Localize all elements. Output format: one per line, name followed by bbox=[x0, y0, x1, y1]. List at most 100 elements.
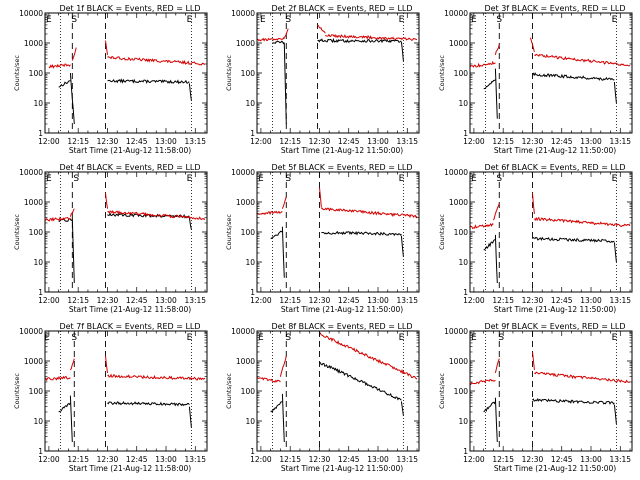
x-tick-label: 12:15 bbox=[279, 296, 301, 305]
events-series-segment-2 bbox=[283, 42, 287, 125]
x-axis-label: Start Time (21-Aug-12 11:58:00) bbox=[69, 305, 191, 314]
plot-frame bbox=[469, 330, 633, 452]
phase-marker-1: E bbox=[258, 333, 264, 343]
x-tick-label: 12:45 bbox=[551, 137, 573, 146]
y-tick-label: 1 bbox=[463, 447, 468, 456]
lld-series-segment-5 bbox=[107, 373, 206, 381]
x-tick-label: 12:00 bbox=[38, 296, 60, 305]
events-series-segment-2 bbox=[69, 72, 75, 125]
x-tick-label: 12:30 bbox=[309, 455, 331, 464]
events-series-segment-3 bbox=[532, 397, 615, 405]
plot-frame bbox=[44, 330, 208, 452]
y-tick-label: 10 bbox=[33, 417, 43, 426]
y-tick-label: 10 bbox=[245, 417, 255, 426]
x-axis-label: Start Time (21-Aug-12 11:58:00) bbox=[69, 146, 191, 155]
phase-marker-2: S bbox=[285, 15, 291, 25]
y-tick-label: 1000 bbox=[449, 357, 468, 366]
y-tick-label: 10 bbox=[33, 99, 43, 108]
events-series-segment-1 bbox=[58, 402, 71, 413]
events-series-segment-2 bbox=[281, 226, 285, 278]
x-tick-label: 12:15 bbox=[492, 455, 514, 464]
events-series-segment-4 bbox=[400, 401, 404, 416]
plot-frame bbox=[256, 330, 420, 452]
events-series-segment-1 bbox=[58, 80, 71, 88]
y-tick-label: 10 bbox=[458, 258, 468, 267]
y-tick-label: 100 bbox=[29, 387, 44, 396]
phase-marker-3: E bbox=[187, 174, 193, 184]
lld-series-segment-2 bbox=[279, 355, 287, 377]
x-axis-label: Start Time (21-Aug-12 11:50:00) bbox=[281, 305, 403, 314]
x-tick-label: 12:30 bbox=[522, 137, 544, 146]
x-tick-label: 12:00 bbox=[38, 137, 60, 146]
x-tick-label: 12:30 bbox=[97, 296, 119, 305]
lld-series-segment-2 bbox=[283, 28, 289, 38]
phase-marker-1: E bbox=[471, 333, 477, 343]
x-tick-label: 13:15 bbox=[396, 137, 418, 146]
lld-series-segment-2 bbox=[494, 44, 500, 56]
x-tick-label: 13:15 bbox=[609, 137, 631, 146]
plot-frame bbox=[44, 12, 208, 134]
x-tick-label: 13:00 bbox=[580, 455, 602, 464]
chart-title: Det 5f BLACK = Events, RED = LLD bbox=[271, 163, 412, 172]
plot-frame bbox=[469, 171, 633, 293]
x-tick-label: 12:30 bbox=[309, 137, 331, 146]
chart-panel-7: 1 10 100 1000 10000 12:00 12:15 12:30 12:45 13:00… bbox=[13, 322, 208, 473]
x-tick-label: 12:00 bbox=[463, 296, 485, 305]
y-tick-label: 100 bbox=[241, 387, 256, 396]
lld-series-segment-5 bbox=[533, 216, 631, 228]
lld-series-segment-4 bbox=[317, 24, 326, 34]
plot-frame bbox=[469, 12, 633, 134]
y-tick-label: 1 bbox=[38, 447, 43, 456]
events-series-segment-2 bbox=[494, 68, 498, 119]
events-series-segment-2 bbox=[494, 234, 498, 284]
lld-series-segment-5 bbox=[534, 53, 631, 67]
y-tick-label: 10000 bbox=[19, 9, 43, 18]
events-series-segment-4 bbox=[613, 404, 617, 424]
events-series-segment-4 bbox=[613, 81, 617, 104]
lld-series-segment-4 bbox=[105, 40, 108, 55]
y-tick-label: 100 bbox=[241, 228, 256, 237]
y-tick-label: 10000 bbox=[231, 327, 255, 336]
lld-series-segment-1 bbox=[256, 377, 281, 384]
events-series-segment-4 bbox=[188, 217, 192, 230]
x-tick-label: 13:00 bbox=[367, 137, 389, 146]
events-series-segment-2 bbox=[494, 397, 498, 443]
chart-title: Det 9f BLACK = Events, RED = LLD bbox=[484, 322, 625, 331]
x-tick-label: 13:00 bbox=[367, 296, 389, 305]
y-tick-label: 10 bbox=[458, 99, 468, 108]
phase-marker-2: S bbox=[71, 333, 77, 343]
lld-series-segment-2 bbox=[69, 358, 75, 371]
lld-series-segment-5 bbox=[325, 33, 418, 41]
chart-title: Det 8f BLACK = Events, RED = LLD bbox=[271, 322, 412, 331]
y-axis-label: Counts/sec bbox=[438, 214, 446, 250]
events-series-segment-3 bbox=[107, 400, 190, 407]
lld-series-segment-2 bbox=[69, 208, 75, 217]
x-tick-label: 13:15 bbox=[609, 455, 631, 464]
chart-title: Det 2f BLACK = Events, RED = LLD bbox=[271, 4, 412, 13]
lld-series-segment-4 bbox=[530, 37, 535, 53]
x-tick-label: 12:15 bbox=[67, 455, 89, 464]
chart-title: Det 6f BLACK = Events, RED = LLD bbox=[484, 163, 625, 172]
y-tick-label: 1000 bbox=[449, 198, 468, 207]
y-tick-label: 10 bbox=[245, 99, 255, 108]
x-tick-label: 12:15 bbox=[492, 296, 514, 305]
x-tick-label: 12:00 bbox=[250, 455, 272, 464]
chart-title: Det 3f BLACK = Events, RED = LLD bbox=[484, 4, 625, 13]
x-tick-label: 13:15 bbox=[184, 455, 206, 464]
phase-marker-3: E bbox=[612, 174, 618, 184]
chart-panel-8: 1 10 100 1000 10000 12:00 12:15 12:30 12:45 13:00… bbox=[225, 322, 420, 473]
lld-series-segment-4 bbox=[319, 332, 418, 380]
y-tick-label: 10000 bbox=[231, 9, 255, 18]
phase-marker-3: E bbox=[399, 15, 405, 25]
plot-frame bbox=[44, 171, 208, 293]
events-series-segment-3 bbox=[107, 78, 190, 85]
phase-marker-3: E bbox=[187, 15, 193, 25]
lld-series-segment-1 bbox=[469, 378, 496, 386]
events-series-segment-2 bbox=[69, 395, 73, 443]
x-axis-label: Start Time (21-Aug-12 11:50:00) bbox=[281, 464, 403, 473]
chart-panel-5: 1 10 100 1000 10000 12:00 12:15 12:30 12:45 13:00… bbox=[225, 163, 420, 314]
lld-series-segment-5 bbox=[321, 207, 418, 219]
lld-series-segment-5 bbox=[107, 209, 206, 221]
x-tick-label: 12:15 bbox=[67, 296, 89, 305]
plot-frame bbox=[256, 12, 420, 134]
